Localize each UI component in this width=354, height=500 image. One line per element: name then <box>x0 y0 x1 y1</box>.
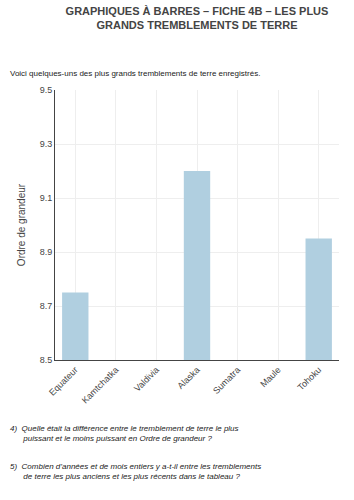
svg-text:Maule: Maule <box>258 365 282 389</box>
svg-text:Equateur: Equateur <box>47 365 80 398</box>
svg-text:5) Combien d’années et de moi: 5) Combien d’années et de mois entiers y… <box>10 462 261 481</box>
svg-text:Tohoku: Tohoku <box>296 365 324 393</box>
svg-text:Voici quelques-uns des plus gr: Voici quelques-uns des plus grands tremb… <box>10 69 260 78</box>
svg-text:Sumatra: Sumatra <box>211 365 242 396</box>
svg-text:4) Quelle était la différence: 4) Quelle était la différence entre le t… <box>10 424 239 443</box>
svg-text:Alaska: Alaska <box>175 365 201 391</box>
svg-text:9.1: 9.1 <box>40 193 53 203</box>
svg-text:9.3: 9.3 <box>40 139 53 149</box>
svg-text:8.7: 8.7 <box>40 301 53 311</box>
svg-text:8.5: 8.5 <box>40 355 53 365</box>
svg-text:Valdivia: Valdivia <box>132 365 161 394</box>
svg-text:8.9: 8.9 <box>40 247 53 257</box>
svg-text:Ordre de grandeur: Ordre de grandeur <box>16 183 27 266</box>
svg-text:GRAPHIQUES À BARRES – FICHE 4B: GRAPHIQUES À BARRES – FICHE 4B – LES PLU… <box>66 5 329 31</box>
svg-text:9.5: 9.5 <box>40 85 53 95</box>
svg-text:Kamtchatka: Kamtchatka <box>80 365 121 406</box>
